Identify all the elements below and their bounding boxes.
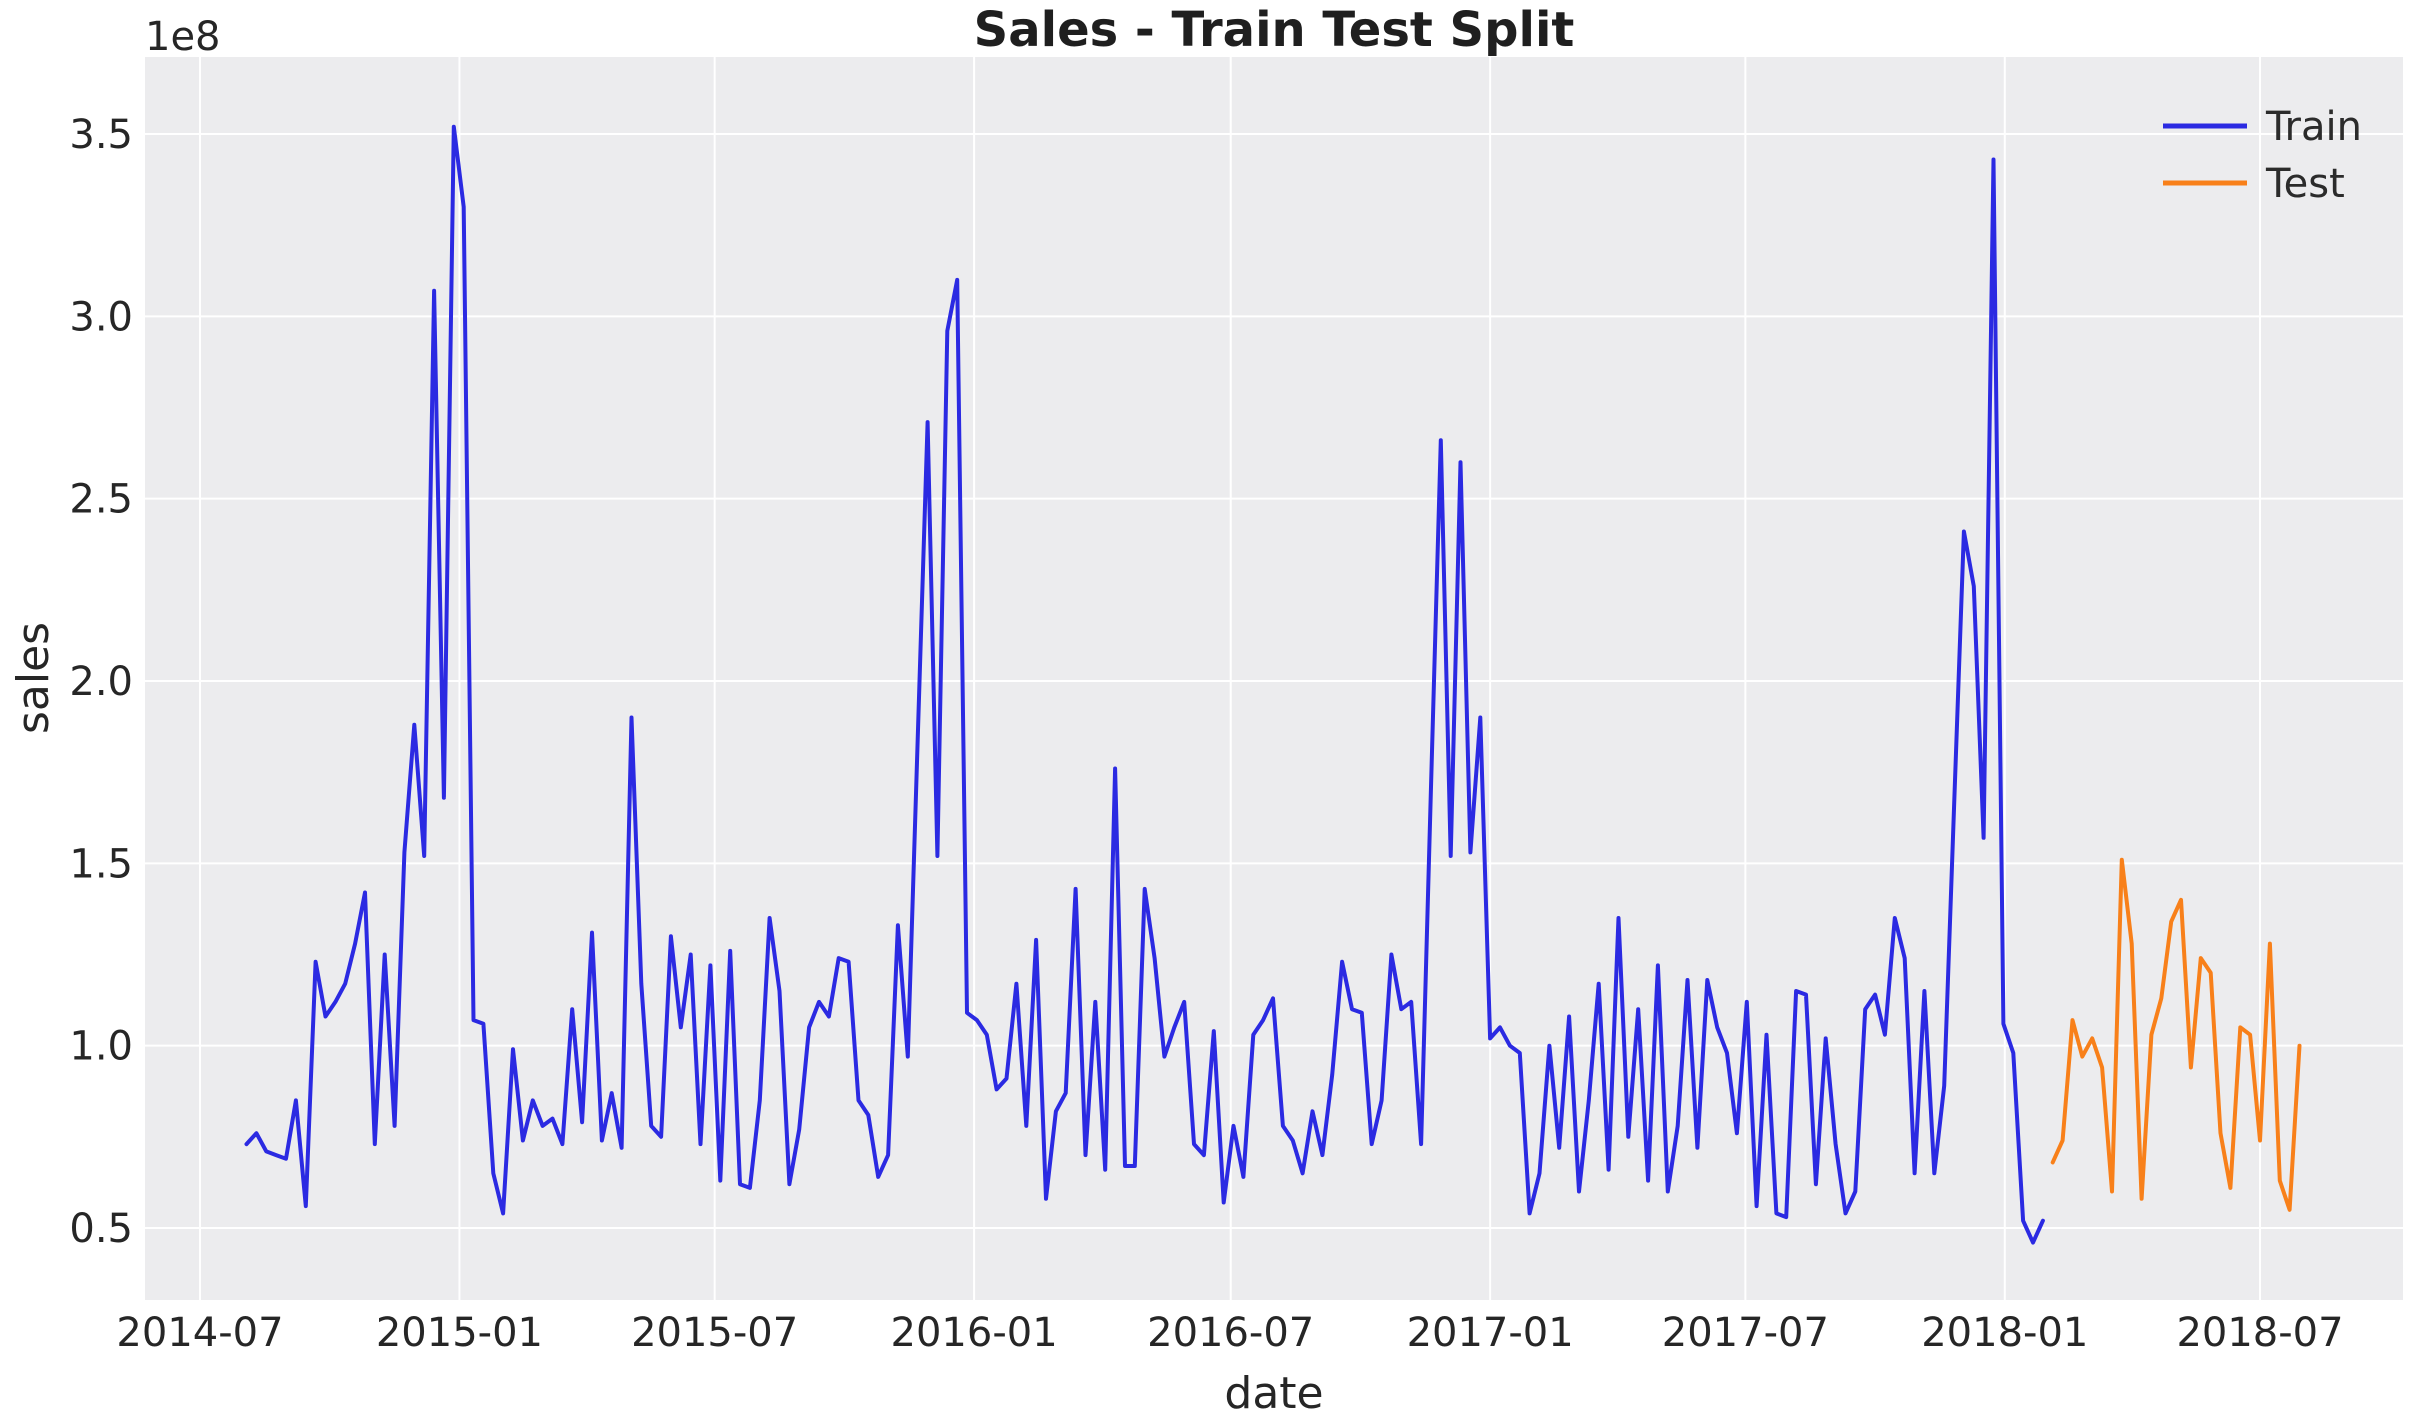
x-tick-label: 2017-01: [1407, 1310, 1574, 1356]
test-line: [2050, 857, 2302, 1212]
y-axis-offset-text: 1e8: [145, 14, 221, 60]
x-tick-label: 2015-01: [376, 1310, 543, 1356]
legend-test-label: Test: [2265, 161, 2345, 207]
y-tick-label: 3.0: [69, 294, 133, 340]
legend: Train Test: [2163, 104, 2362, 207]
y-tick-label: 1.0: [69, 1024, 133, 1070]
y-axis-label: sales: [8, 622, 59, 734]
x-tick-label: 2016-01: [891, 1310, 1058, 1356]
x-tick-label: 2016-07: [1147, 1310, 1314, 1356]
x-tick-label: 2018-01: [1921, 1310, 2088, 1356]
tick-labels: 2014-07 2015-01 2015-07 2016-01 2016-07 2017-…: [69, 112, 2343, 1356]
y-tick-label: 2.0: [69, 659, 133, 705]
y-tick-label: 2.5: [69, 477, 133, 523]
data-series: [244, 124, 2302, 1245]
y-tick-label: 3.5: [69, 112, 133, 158]
x-tick-label: 2015-07: [631, 1310, 798, 1356]
x-tick-label: 2014-07: [116, 1310, 283, 1356]
legend-train-label: Train: [2265, 104, 2362, 150]
x-axis-label: date: [1224, 1368, 1323, 1419]
y-tick-label: 1.5: [69, 841, 133, 887]
axes-background: [145, 57, 2403, 1300]
x-tick-label: 2018-07: [2176, 1310, 2343, 1356]
x-tick-label: 2017-07: [1662, 1310, 1829, 1356]
chart-title: Sales - Train Test Split: [974, 2, 1575, 58]
y-tick-label: 0.5: [69, 1206, 133, 1252]
train-line: [244, 124, 2045, 1245]
